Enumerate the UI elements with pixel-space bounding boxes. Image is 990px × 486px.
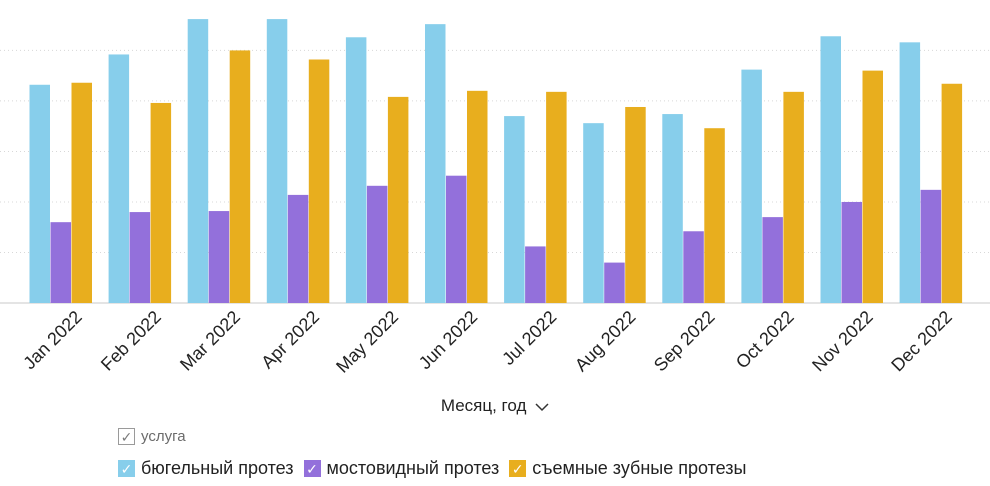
x-tick-label: Jul 2022	[498, 307, 560, 369]
bar[interactable]	[625, 106, 646, 303]
bar[interactable]	[108, 54, 130, 304]
bar[interactable]	[604, 262, 625, 303]
checkmark-icon[interactable]: ✓	[303, 460, 321, 477]
bar[interactable]	[504, 116, 525, 303]
checkmark-icon[interactable]: ✓	[118, 460, 135, 477]
x-tick-label: Jan 2022	[19, 307, 86, 374]
bar[interactable]	[762, 217, 783, 303]
legend-item-bridge[interactable]: ✓ мостовидный протез	[303, 458, 500, 479]
bar[interactable]	[546, 91, 567, 304]
bar[interactable]	[266, 19, 288, 303]
bar-chart: Jan 2022 Feb 2022 Mar 2022 Apr 2022 May 2022…	[0, 19, 990, 377]
checkmark-icon[interactable]: ✓	[118, 428, 135, 445]
legend-item-label: мостовидный протез	[326, 458, 500, 478]
x-tick-label: Jun 2022	[415, 307, 482, 374]
x-tick-label: Mar 2022	[176, 307, 244, 375]
bar[interactable]	[583, 123, 604, 303]
bar[interactable]	[150, 102, 172, 303]
bars	[29, 19, 963, 304]
bar[interactable]	[467, 90, 488, 304]
bar[interactable]	[941, 83, 963, 303]
bar[interactable]	[366, 185, 388, 303]
bar[interactable]	[446, 175, 467, 303]
bar[interactable]	[741, 69, 762, 303]
checkmark-icon[interactable]: ✓	[509, 460, 527, 477]
bar[interactable]	[525, 246, 546, 303]
x-tick-label: Oct 2022	[732, 307, 798, 373]
bar[interactable]	[287, 194, 309, 303]
chevron-down-icon[interactable]	[535, 402, 549, 412]
legend-item-bugel[interactable]: ✓ бюгельный протез	[118, 458, 294, 479]
legend-item-label: съемные зубные протезы	[532, 458, 747, 478]
bar[interactable]	[208, 211, 230, 303]
bar[interactable]	[425, 24, 446, 303]
legend: ✓ бюгельный протез ✓ мостовидный протез …	[118, 458, 756, 479]
x-tick-label: Nov 2022	[808, 307, 877, 376]
bar[interactable]	[704, 128, 725, 303]
bar[interactable]	[920, 189, 942, 303]
legend-title-text: услуга	[141, 428, 186, 445]
legend-item-removable[interactable]: ✓ съемные зубные протезы	[509, 458, 746, 479]
x-tick-label: Dec 2022	[887, 307, 956, 376]
x-tick-label: Apr 2022	[257, 307, 323, 373]
x-tick-labels: Jan 2022 Feb 2022 Mar 2022 Apr 2022 May 2022…	[19, 307, 956, 377]
bar[interactable]	[387, 96, 409, 304]
bar[interactable]	[783, 91, 804, 304]
bar[interactable]	[820, 36, 842, 303]
x-tick-label: Sep 2022	[650, 307, 719, 376]
x-tick-label: May 2022	[332, 307, 402, 377]
bar[interactable]	[29, 84, 51, 303]
legend-item-label: бюгельный протез	[141, 458, 294, 478]
bar[interactable]	[899, 42, 921, 304]
x-axis-title[interactable]: Месяц, год	[0, 396, 990, 416]
bar[interactable]	[841, 201, 863, 303]
bar[interactable]	[662, 114, 683, 303]
bar[interactable]	[229, 50, 251, 304]
bar[interactable]	[862, 70, 884, 303]
x-axis-title-text: Месяц, год	[440, 396, 527, 415]
bar[interactable]	[308, 59, 330, 303]
bar[interactable]	[50, 222, 72, 303]
x-tick-label: Feb 2022	[97, 307, 165, 375]
bar[interactable]	[345, 37, 367, 304]
bar[interactable]	[187, 19, 209, 303]
legend-title[interactable]: ✓ услуга	[118, 428, 186, 445]
x-tick-label: Aug 2022	[571, 307, 640, 376]
bar[interactable]	[683, 231, 704, 303]
bar[interactable]	[129, 212, 151, 303]
bar[interactable]	[71, 82, 93, 303]
